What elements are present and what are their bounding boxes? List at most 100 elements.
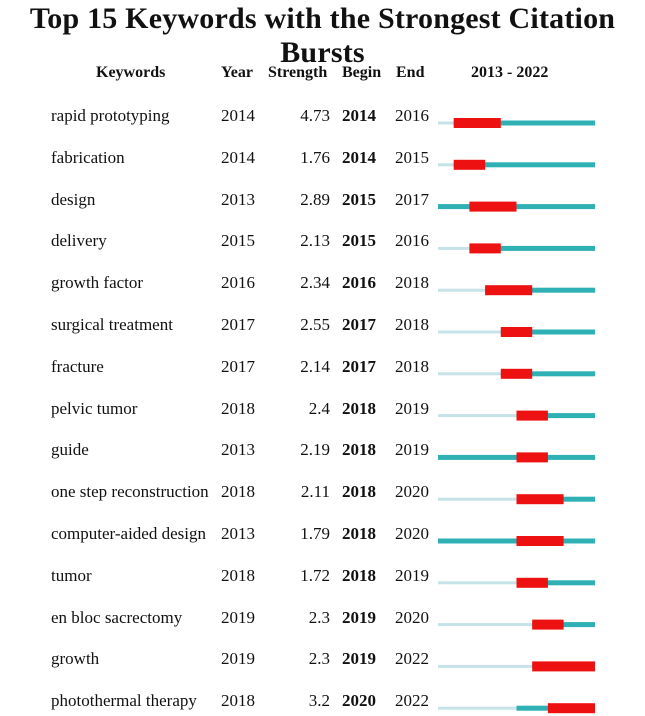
year-value: 2018 [221, 566, 255, 585]
keyword-label: pelvic tumor [51, 399, 138, 418]
begin-year: 2016 [342, 273, 376, 292]
burst-bar [453, 118, 501, 128]
end-year: 2018 [395, 273, 429, 292]
keyword-label: guide [51, 440, 89, 459]
year-value: 2018 [221, 482, 255, 501]
timeline-inactive [438, 330, 501, 334]
strength-value: 2.4 [308, 399, 330, 418]
keyword-label: delivery [51, 231, 107, 250]
strength-value: 1.76 [300, 148, 330, 167]
timeline-inactive [438, 288, 486, 292]
burst-bar [547, 703, 595, 714]
timeline-inactive [438, 623, 533, 627]
strength-value: 3.2 [308, 691, 330, 710]
timeline-active [485, 287, 595, 293]
timeline-active [500, 329, 595, 335]
begin-year: 2015 [342, 190, 376, 209]
begin-year: 2017 [342, 315, 376, 334]
strength-value: 2.19 [300, 440, 330, 459]
burst-bar [516, 452, 548, 463]
header-strength: Strength [268, 64, 328, 81]
timeline-active [500, 371, 595, 377]
burst-bar [516, 577, 548, 588]
end-year: 2022 [395, 691, 429, 710]
end-year: 2017 [395, 190, 429, 209]
year-value: 2014 [221, 148, 255, 167]
end-year: 2016 [395, 231, 429, 250]
burst-bar [532, 661, 595, 672]
burst-bar [469, 243, 501, 254]
begin-year: 2019 [342, 608, 376, 627]
year-value: 2019 [221, 608, 255, 627]
keyword-label: growth [51, 649, 100, 668]
strength-value: 2.3 [308, 649, 330, 668]
begin-year: 2018 [342, 440, 376, 459]
keyword-label: computer-aided design [51, 524, 206, 543]
end-year: 2020 [395, 524, 429, 543]
strength-value: 2.14 [300, 357, 330, 376]
timeline-inactive [438, 706, 517, 710]
timeline-inactive [438, 246, 470, 250]
begin-year: 2019 [342, 649, 376, 668]
keyword-label: fabrication [51, 148, 125, 167]
strength-value: 1.79 [300, 524, 330, 543]
burst-bar [469, 201, 517, 212]
end-year: 2019 [395, 566, 429, 585]
keyword-label: tumor [51, 566, 92, 585]
begin-year: 2018 [342, 566, 376, 585]
keyword-label: growth factor [51, 273, 144, 292]
begin-year: 2014 [342, 106, 376, 125]
timeline-inactive [438, 581, 517, 585]
end-year: 2015 [395, 148, 429, 167]
keyword-label: design [51, 190, 96, 209]
timeline-active [453, 120, 595, 126]
strength-value: 2.55 [300, 315, 330, 334]
burst-bar [516, 494, 564, 505]
strength-value: 2.3 [308, 608, 330, 627]
timeline-inactive [438, 121, 454, 125]
strength-value: 2.34 [300, 273, 330, 292]
burst-bar [516, 410, 548, 421]
end-year: 2020 [395, 482, 429, 501]
year-value: 2016 [221, 273, 255, 292]
year-value: 2013 [221, 440, 255, 459]
end-year: 2018 [395, 315, 429, 334]
timeline-active [453, 162, 595, 168]
strength-value: 2.89 [300, 190, 330, 209]
strength-value: 1.72 [300, 566, 330, 585]
year-value: 2014 [221, 106, 255, 125]
timeline-inactive [438, 163, 454, 167]
begin-year: 2020 [342, 691, 376, 710]
begin-year: 2018 [342, 482, 376, 501]
strength-value: 2.11 [300, 482, 330, 501]
burst-bar [500, 327, 533, 337]
timeline-inactive [438, 497, 517, 501]
keyword-label: one step reconstruction [51, 482, 209, 501]
year-value: 2019 [221, 649, 255, 668]
end-year: 2019 [395, 440, 429, 459]
strength-value: 4.73 [300, 106, 330, 125]
year-value: 2013 [221, 190, 255, 209]
keyword-label: en bloc sacrectomy [51, 608, 183, 627]
keyword-label: rapid prototyping [51, 106, 170, 125]
begin-year: 2018 [342, 399, 376, 418]
year-value: 2018 [221, 691, 255, 710]
keyword-label: fracture [51, 357, 104, 376]
end-year: 2018 [395, 357, 429, 376]
header-begin: Begin [342, 64, 382, 81]
year-value: 2018 [221, 399, 255, 418]
begin-year: 2018 [342, 524, 376, 543]
year-value: 2013 [221, 524, 255, 543]
burst-bar [453, 159, 486, 170]
begin-year: 2017 [342, 357, 376, 376]
keyword-label: surgical treatment [51, 315, 173, 334]
strength-value: 2.13 [300, 231, 330, 250]
keyword-label: photothermal therapy [51, 691, 197, 710]
header-year: Year [221, 64, 253, 81]
header-timeline-range: 2013 - 2022 [471, 64, 549, 81]
end-year: 2022 [395, 649, 429, 668]
burst-bar [485, 285, 533, 296]
burst-bar [516, 536, 564, 546]
